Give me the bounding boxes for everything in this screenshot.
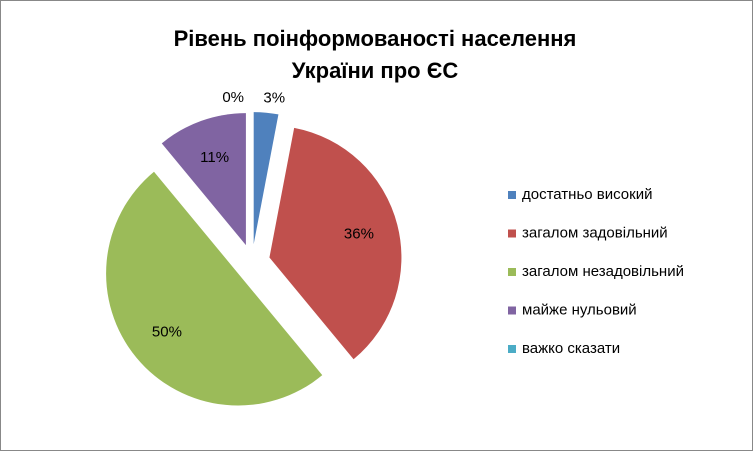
data-label: 3% [263,90,285,107]
legend-label: загалом задовільний [522,224,668,241]
legend-label: загалом незадовільний [522,263,684,280]
legend-swatch [508,268,516,276]
pie-slice [106,171,323,406]
data-label: 50% [152,323,182,340]
legend-swatch [508,191,516,199]
data-label: 0% [222,89,244,106]
pie-slice [253,112,279,245]
legend-swatch [508,345,516,353]
legend-swatch [508,306,516,315]
legend-swatch [508,229,516,238]
data-label: 36% [344,226,374,243]
legend-label: достатньо високий [522,186,652,203]
legend-label: майже нульовий [522,301,637,318]
pie-slice [269,127,402,360]
chart-title: України про ЄС [292,58,459,83]
pie-slice [161,113,246,246]
data-label: 11% [200,149,229,166]
legend-label: важко сказати [522,340,620,357]
chart-title: Рівень поінформованості населення [174,26,577,51]
